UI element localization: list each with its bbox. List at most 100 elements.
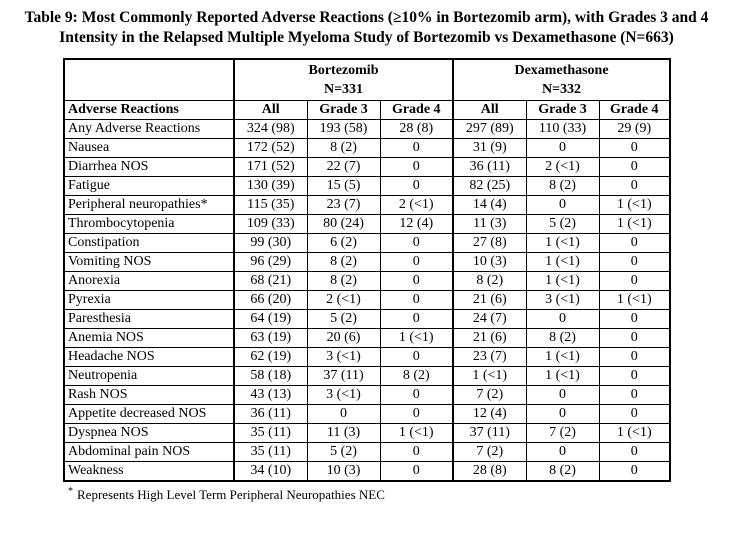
footnote: * Represents High Level Term Peripheral N… bbox=[68, 486, 733, 503]
value-cell: 1 (<1) bbox=[598, 423, 671, 443]
value-cell: 10 (3) bbox=[452, 252, 527, 272]
table-row: Pyrexia 66 (20) 2 (<1) 0 21 (6) 3 (<1) 1 (<1) bbox=[63, 290, 671, 310]
value-cell: 0 bbox=[598, 233, 671, 253]
table-row: Headache NOS 62 (19) 3 (<1) 0 23 (7) 1 (<1) 0 bbox=[63, 347, 671, 367]
value-cell: 15 (5) bbox=[306, 176, 381, 196]
value-cell: 0 bbox=[525, 385, 600, 405]
value-cell: 0 bbox=[598, 176, 671, 196]
column-header-dexamethasone-all: All bbox=[452, 100, 527, 120]
value-cell: 0 bbox=[379, 176, 454, 196]
dexamethasone-group-n: N=332 bbox=[541, 82, 582, 97]
value-cell: 8 (2) bbox=[525, 461, 600, 482]
column-header-adverse-reactions: Adverse Reactions bbox=[63, 100, 235, 120]
value-cell: 0 bbox=[525, 404, 600, 424]
value-cell: 7 (2) bbox=[525, 423, 600, 443]
value-cell: 2 (<1) bbox=[306, 290, 381, 310]
value-cell: 0 bbox=[379, 442, 454, 462]
value-cell: 130 (39) bbox=[233, 176, 308, 196]
value-cell: 22 (7) bbox=[306, 157, 381, 177]
value-cell: 12 (4) bbox=[452, 404, 527, 424]
value-cell: 0 bbox=[598, 404, 671, 424]
table-row: Peripheral neuropathies* 115 (35) 23 (7) 2 … bbox=[63, 195, 671, 215]
value-cell: 1 (<1) bbox=[598, 290, 671, 310]
value-cell: 35 (11) bbox=[233, 423, 308, 443]
value-cell: 1 (<1) bbox=[598, 214, 671, 234]
reaction-name-cell: Dyspnea NOS bbox=[63, 423, 235, 443]
reaction-name-cell: Weakness bbox=[63, 461, 235, 482]
value-cell: 8 (2) bbox=[306, 271, 381, 291]
value-cell: 2 (<1) bbox=[525, 157, 600, 177]
value-cell: 23 (7) bbox=[452, 347, 527, 367]
value-cell: 7 (2) bbox=[452, 385, 527, 405]
value-cell: 5 (2) bbox=[525, 214, 600, 234]
reaction-name-cell: Anemia NOS bbox=[63, 328, 235, 348]
value-cell: 1 (<1) bbox=[525, 252, 600, 272]
value-cell: 35 (11) bbox=[233, 442, 308, 462]
bortezomib-group-name: Bortezomib bbox=[308, 63, 379, 78]
value-cell: 29 (9) bbox=[598, 119, 671, 139]
value-cell: 0 bbox=[598, 442, 671, 462]
reaction-name-cell: Nausea bbox=[63, 138, 235, 158]
value-cell: 5 (2) bbox=[306, 309, 381, 329]
value-cell: 27 (8) bbox=[452, 233, 527, 253]
value-cell: 1 (<1) bbox=[379, 423, 454, 443]
table-row: Diarrhea NOS 171 (52) 22 (7) 0 36 (11) 2 (<1)… bbox=[63, 157, 671, 177]
value-cell: 28 (8) bbox=[452, 461, 527, 482]
value-cell: 3 (<1) bbox=[306, 347, 381, 367]
value-cell: 21 (6) bbox=[452, 328, 527, 348]
group-header-row: Bortezomib N=331 Dexamethasone N=332 bbox=[63, 58, 671, 101]
value-cell: 23 (7) bbox=[306, 195, 381, 215]
value-cell: 0 bbox=[379, 233, 454, 253]
value-cell: 8 (2) bbox=[452, 271, 527, 291]
value-cell: 109 (33) bbox=[233, 214, 308, 234]
table-row: Appetite decreased NOS 36 (11) 0 0 12 (4) 0 0 bbox=[63, 404, 671, 424]
footnote-marker: * bbox=[68, 486, 73, 497]
value-cell: 96 (29) bbox=[233, 252, 308, 272]
table-row: Fatigue 130 (39) 15 (5) 0 82 (25) 8 (2) 0 bbox=[63, 176, 671, 196]
value-cell: 8 (2) bbox=[525, 328, 600, 348]
value-cell: 3 (<1) bbox=[306, 385, 381, 405]
bortezomib-group-n: N=331 bbox=[323, 82, 364, 97]
dexamethasone-group-name: Dexamethasone bbox=[514, 63, 609, 78]
value-cell: 324 (98) bbox=[233, 119, 308, 139]
value-cell: 43 (13) bbox=[233, 385, 308, 405]
value-cell: 0 bbox=[525, 138, 600, 158]
column-header-dexamethasone-grade3: Grade 3 bbox=[525, 100, 600, 120]
value-cell: 37 (11) bbox=[452, 423, 527, 443]
value-cell: 36 (11) bbox=[452, 157, 527, 177]
value-cell: 2 (<1) bbox=[379, 195, 454, 215]
table-row: Nausea 172 (52) 8 (2) 0 31 (9) 0 0 bbox=[63, 138, 671, 158]
table-row: Anorexia 68 (21) 8 (2) 0 8 (2) 1 (<1) 0 bbox=[63, 271, 671, 291]
value-cell: 8 (2) bbox=[306, 252, 381, 272]
value-cell: 64 (19) bbox=[233, 309, 308, 329]
value-cell: 21 (6) bbox=[452, 290, 527, 310]
value-cell: 24 (7) bbox=[452, 309, 527, 329]
reaction-name-cell: Paresthesia bbox=[63, 309, 235, 329]
value-cell: 0 bbox=[379, 404, 454, 424]
reaction-name-cell: Thrombocytopenia bbox=[63, 214, 235, 234]
adverse-reactions-table: Bortezomib N=331 Dexamethasone N=332 Adv… bbox=[63, 58, 672, 482]
table-title-line1: Table 9: Most Commonly Reported Adverse … bbox=[24, 9, 709, 26]
value-cell: 0 bbox=[379, 461, 454, 482]
value-cell: 1 (<1) bbox=[525, 271, 600, 291]
table-row: Vomiting NOS 96 (29) 8 (2) 0 10 (3) 1 (<1) 0 bbox=[63, 252, 671, 272]
footnote-text: Represents High Level Term Peripheral Ne… bbox=[77, 487, 385, 503]
reaction-name-cell: Appetite decreased NOS bbox=[63, 404, 235, 424]
value-cell: 1 (<1) bbox=[525, 233, 600, 253]
value-cell: 6 (2) bbox=[306, 233, 381, 253]
table-title-line2: Intensity in the Relapsed Multiple Myelo… bbox=[59, 29, 674, 46]
value-cell: 1 (<1) bbox=[525, 366, 600, 386]
value-cell: 0 bbox=[379, 309, 454, 329]
value-cell: 0 bbox=[379, 271, 454, 291]
table-row: Abdominal pain NOS 35 (11) 5 (2) 0 7 (2) 0 0 bbox=[63, 442, 671, 462]
table-row: Thrombocytopenia 109 (33) 80 (24) 12 (4) 11 … bbox=[63, 214, 671, 234]
column-header-bortezomib-grade4: Grade 4 bbox=[379, 100, 454, 120]
reaction-name-cell: Headache NOS bbox=[63, 347, 235, 367]
value-cell: 5 (2) bbox=[306, 442, 381, 462]
value-cell: 8 (2) bbox=[306, 138, 381, 158]
reaction-name-cell: Anorexia bbox=[63, 271, 235, 291]
value-cell: 0 bbox=[598, 138, 671, 158]
table-body: Any Adverse Reactions 324 (98) 193 (58) 28 … bbox=[63, 119, 671, 482]
value-cell: 99 (30) bbox=[233, 233, 308, 253]
